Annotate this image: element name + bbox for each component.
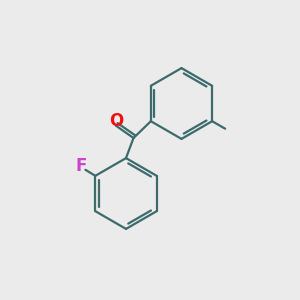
Text: O: O [109, 112, 123, 130]
Text: F: F [75, 157, 87, 175]
